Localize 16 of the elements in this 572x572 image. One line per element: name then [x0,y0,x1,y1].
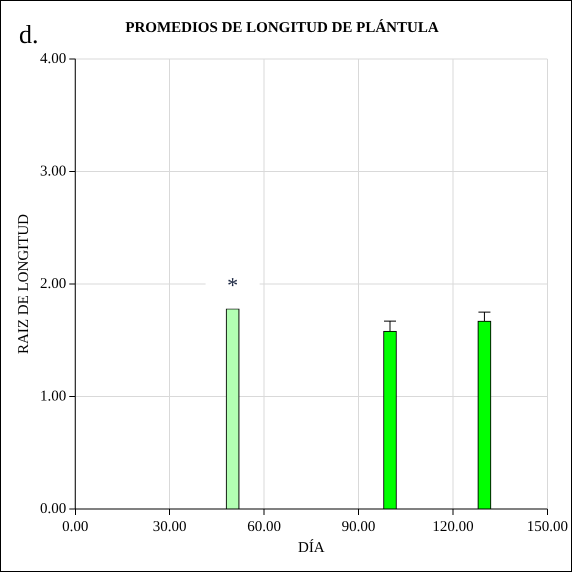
x-tick-label: 30.00 [152,518,187,535]
x-tick-label: 60.00 [247,518,281,535]
x-tick-label: 120.00 [432,518,474,535]
y-tick-label: 2.00 [40,276,66,292]
x-tick-label: 90.00 [342,518,376,535]
x-tick-label: 150.00 [526,518,568,535]
y-tick-label: 1.00 [40,388,66,404]
y-tick-label: 0.00 [40,500,66,517]
chart-title: PROMEDIOS DE LONGITUD DE PLÁNTULA [125,18,439,36]
text: d. [19,20,38,49]
annotation: * [227,272,238,298]
y-tick-label: 4.00 [40,50,66,67]
x-axis-title: DÍA [298,538,325,556]
y-axis-title: RAIZ DE LONGITUD [16,214,32,354]
y-tick-label: 3.00 [40,163,66,180]
x-tick-label: 0.00 [62,518,88,535]
